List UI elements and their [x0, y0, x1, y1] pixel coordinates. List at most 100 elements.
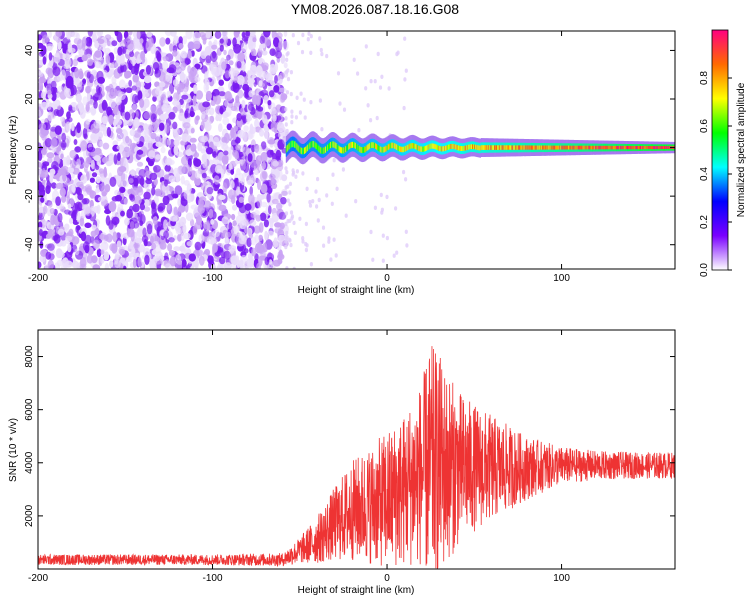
carrier-band-segment [457, 145, 459, 151]
noise-blob [311, 199, 315, 204]
carrier-band-segment [481, 145, 483, 150]
noise-blob [179, 216, 187, 227]
noise-blob [94, 61, 102, 69]
carrier-band-segment [541, 145, 543, 150]
noise-blob [236, 186, 240, 196]
carrier-band-segment [455, 144, 457, 150]
carrier-band-segment [645, 146, 648, 150]
noise-blob [214, 31, 222, 39]
noise-blob [224, 91, 232, 102]
noise-blob [194, 221, 203, 230]
noise-blob [48, 31, 52, 38]
carrier-band-segment [582, 145, 584, 150]
carrier-band-segment [474, 144, 477, 150]
noise-blob [213, 175, 220, 185]
noise-blob [247, 153, 253, 163]
carrier-band-segment [375, 143, 377, 149]
noise-blob [254, 118, 260, 129]
carrier-band-segment [389, 143, 391, 149]
noise-blob [128, 79, 133, 87]
noise-blob [204, 109, 212, 116]
noise-blob [233, 31, 240, 38]
carrier-band-segment [536, 145, 538, 150]
noise-blob [272, 259, 281, 267]
noise-blob [222, 116, 230, 126]
carrier-band-segment [449, 144, 451, 150]
noise-blob [145, 178, 153, 185]
carrier-band-segment [614, 145, 616, 150]
carrier-band-segment [659, 146, 661, 150]
carrier-band-segment [409, 143, 411, 149]
noise-blob [266, 149, 274, 158]
noise-blob [258, 256, 263, 267]
carrier-band-segment [628, 145, 630, 150]
carrier-band-segment [404, 146, 407, 152]
noise-blob [342, 107, 347, 112]
carrier-band-segment [527, 145, 529, 150]
spectrogram-y-axis-label: Frequency (Hz) [8, 116, 19, 185]
carrier-band-segment [561, 145, 563, 150]
noise-blob [202, 101, 211, 108]
carrier-band-segment [299, 146, 301, 153]
noise-blob [61, 257, 69, 268]
noise-blob [39, 85, 44, 92]
noise-blob [260, 183, 268, 194]
noise-blob [258, 91, 264, 97]
carrier-band-segment [458, 145, 460, 151]
carrier-band-segment [454, 144, 457, 150]
snr-x-ticks: -200 -100 0 100 [28, 330, 570, 584]
carrier-band-segment [668, 146, 671, 149]
carrier-band-segment [516, 145, 518, 150]
noise-blob [250, 160, 258, 168]
noise-blob [291, 168, 295, 173]
noise-blob [128, 31, 133, 36]
noise-blob [186, 241, 193, 247]
carrier-band-segment [350, 142, 352, 149]
noise-blob [108, 220, 114, 230]
carrier-band-segment [604, 145, 606, 150]
noise-blob [38, 123, 47, 131]
carrier-band-segment [459, 145, 461, 151]
carrier-band-segment [552, 145, 554, 150]
noise-blob [385, 235, 389, 241]
noise-blob [67, 243, 72, 253]
colorbar: 0.0 0.2 0.4 0.6 0.8 Normalized spectral ampl… [699, 29, 747, 277]
noise-blob [283, 62, 288, 69]
noise-blob [156, 85, 163, 92]
carrier-band-segment [569, 145, 571, 150]
noise-blob [248, 31, 256, 37]
noise-blob [69, 149, 77, 159]
noise-blob [136, 31, 141, 40]
noise-blob [318, 36, 322, 41]
noise-blob [234, 255, 240, 262]
noise-blob [308, 203, 313, 208]
noise-blob [261, 161, 266, 170]
noise-blob [73, 139, 78, 145]
noise-blob [161, 183, 170, 193]
noise-blob [284, 116, 288, 121]
carrier-band-segment [589, 145, 591, 150]
noise-blob [155, 141, 163, 148]
noise-blob [373, 79, 377, 84]
carrier-band-segment [504, 145, 506, 150]
noise-blob [46, 180, 52, 190]
noise-blob [258, 80, 263, 87]
noise-blob [71, 122, 75, 132]
noise-blob [278, 40, 283, 49]
noise-blob [77, 193, 84, 201]
noise-blob [75, 79, 83, 88]
noise-blob [237, 89, 244, 99]
y-tick-label: 8000 [24, 345, 35, 368]
carrier-band-segment [460, 146, 462, 151]
carrier-band-segment [456, 145, 458, 150]
noise-blob [255, 108, 264, 119]
noise-blob [45, 67, 53, 75]
carrier-band-segment [359, 146, 361, 153]
carrier-band-segment [540, 145, 542, 150]
carrier-band-segment [599, 145, 601, 150]
noise-blob [309, 262, 313, 267]
carrier-band-segment [345, 146, 347, 153]
noise-blob [264, 256, 270, 266]
carrier-band-segment [483, 145, 485, 150]
noise-blob [46, 152, 55, 159]
